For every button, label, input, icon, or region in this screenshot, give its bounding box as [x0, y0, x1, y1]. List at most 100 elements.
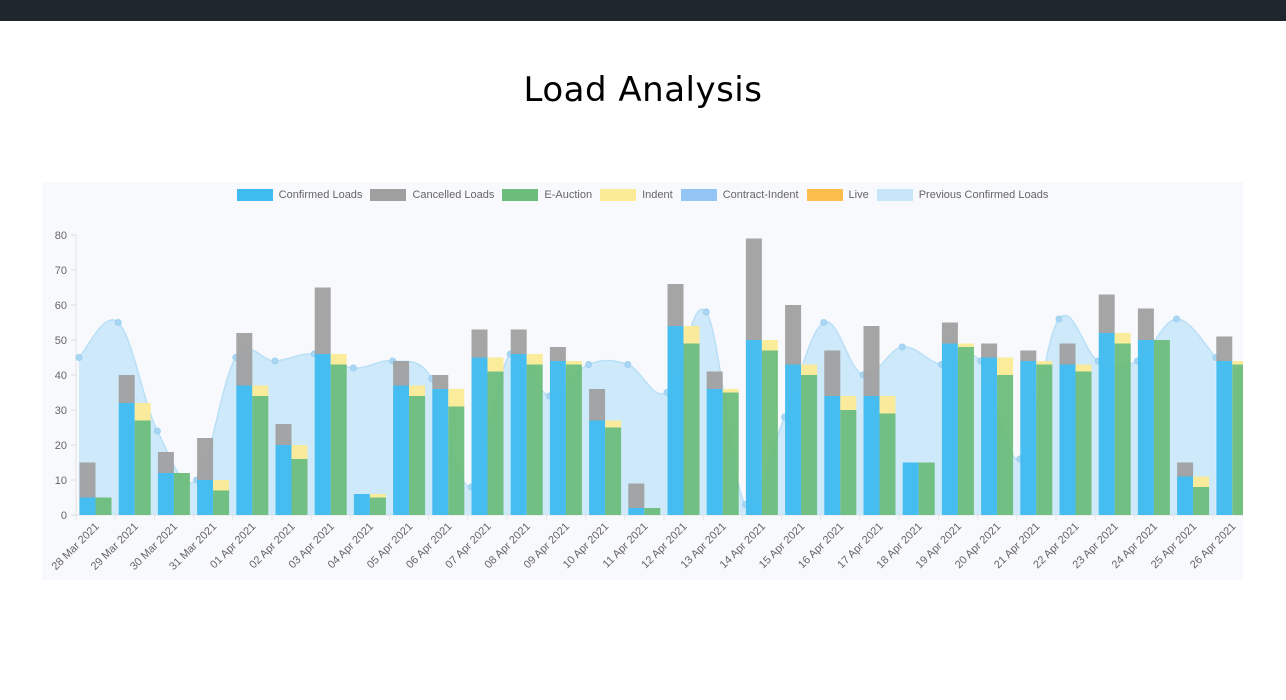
- cancelled-loads-bar: [1098, 294, 1115, 333]
- confirmed-loads-bar: [589, 420, 606, 515]
- legend-swatch-live: [806, 189, 843, 201]
- cancelled-loads-bar: [510, 329, 527, 354]
- indent-bar: [1036, 361, 1053, 365]
- confirmed-loads-bar: [1177, 476, 1194, 515]
- confirmed-loads-bar: [863, 396, 880, 515]
- legend-item-live[interactable]: Live: [806, 189, 869, 201]
- legend-label: Confirmed Loads: [278, 189, 363, 201]
- cancelled-loads-bar: [589, 389, 606, 421]
- indent-bar: [840, 396, 857, 410]
- indent-bar: [1232, 361, 1243, 365]
- legend-label: E-Auction: [544, 189, 593, 201]
- e-auction-bar: [1075, 371, 1092, 515]
- indent-bar: [291, 445, 308, 459]
- confirmed-loads-bar: [706, 389, 723, 515]
- e-auction-bar: [879, 413, 896, 515]
- indent-bar: [369, 494, 386, 498]
- confirmed-loads-bar: [236, 385, 253, 515]
- cancelled-loads-bar: [236, 333, 253, 386]
- y-tick-label: 60: [55, 300, 67, 312]
- confirmed-loads-bar: [314, 354, 331, 515]
- confirmed-loads-bar: [941, 343, 958, 515]
- indent-bar: [997, 357, 1014, 375]
- e-auction-bar: [565, 364, 582, 515]
- confirmed-loads-bar: [432, 389, 449, 515]
- indent-bar: [565, 361, 582, 365]
- legend-swatch-contract-indent: [680, 189, 717, 201]
- cancelled-loads-bar: [393, 361, 410, 386]
- legend-label: Live: [848, 189, 869, 201]
- indent-bar: [526, 354, 543, 365]
- cancelled-loads-bar: [863, 326, 880, 396]
- e-auction-bar: [761, 350, 778, 515]
- indent-bar: [252, 385, 269, 396]
- top-nav-bar: [0, 0, 1286, 21]
- e-auction-bar: [330, 364, 347, 515]
- previous-confirmed-point: [702, 308, 710, 316]
- indent-bar: [134, 403, 151, 421]
- e-auction-bar: [173, 473, 190, 515]
- legend-item-previous-confirmed-loads[interactable]: Previous Confirmed Loads: [876, 189, 1049, 201]
- confirmed-loads-bar: [510, 354, 527, 515]
- e-auction-bar: [252, 396, 269, 515]
- legend-label: Cancelled Loads: [412, 189, 495, 201]
- previous-confirmed-point: [349, 364, 357, 372]
- e-auction-bar: [1114, 343, 1131, 515]
- confirmed-loads-bar: [471, 357, 488, 515]
- cancelled-loads-bar: [981, 343, 998, 358]
- load-analysis-chart: Confirmed Loads Cancelled Loads E-Auctio…: [42, 182, 1243, 580]
- y-tick-label: 20: [55, 440, 67, 452]
- cancelled-loads-bar: [1059, 343, 1076, 365]
- cancelled-loads-bar: [197, 438, 214, 480]
- previous-confirmed-point: [153, 427, 161, 435]
- confirmed-loads-bar: [667, 326, 684, 515]
- confirmed-loads-bar: [393, 385, 410, 515]
- e-auction-bar: [801, 375, 818, 515]
- confirmed-loads-bar: [275, 445, 292, 515]
- e-auction-bar: [605, 427, 622, 515]
- legend-item-contract-indent[interactable]: Contract-Indent: [680, 189, 799, 201]
- legend-item-confirmed-loads[interactable]: Confirmed Loads: [236, 189, 363, 201]
- confirmed-loads-bar: [628, 508, 645, 515]
- confirmed-loads-bar: [981, 357, 998, 515]
- e-auction-bar: [213, 490, 230, 515]
- cancelled-loads-bar: [824, 350, 841, 396]
- y-tick-label: 30: [55, 405, 67, 417]
- indent-bar: [957, 343, 974, 347]
- indent-bar: [409, 385, 426, 396]
- legend-item-indent[interactable]: Indent: [600, 189, 673, 201]
- confirmed-loads-bar: [549, 361, 566, 515]
- e-auction-bar: [722, 392, 739, 515]
- previous-confirmed-point: [585, 361, 593, 368]
- previous-confirmed-point: [898, 343, 906, 351]
- legend-label: Previous Confirmed Loads: [918, 189, 1049, 201]
- e-auction-bar: [448, 406, 465, 515]
- legend-item-e-auction[interactable]: E-Auction: [502, 189, 592, 201]
- e-auction-bar: [526, 364, 543, 515]
- indent-bar: [1193, 476, 1210, 487]
- confirmed-loads-bar: [118, 403, 135, 515]
- y-tick-label: 50: [55, 335, 67, 347]
- legend-swatch-confirmed: [236, 189, 273, 201]
- e-auction-bar: [644, 508, 661, 515]
- confirmed-loads-bar: [1098, 333, 1115, 515]
- confirmed-loads-bar: [1137, 340, 1154, 515]
- legend-item-cancelled-loads[interactable]: Cancelled Loads: [370, 189, 494, 201]
- confirmed-loads-bar: [1059, 364, 1076, 515]
- legend-label: Indent: [642, 189, 673, 201]
- previous-confirmed-point: [820, 319, 828, 326]
- indent-bar: [487, 357, 504, 372]
- e-auction-bar: [997, 375, 1014, 515]
- e-auction-bar: [918, 462, 935, 515]
- confirmed-loads-bar: [824, 396, 841, 515]
- indent-bar: [683, 326, 700, 344]
- indent-bar: [801, 364, 818, 375]
- e-auction-bar: [487, 371, 504, 515]
- e-auction-bar: [291, 459, 308, 515]
- previous-confirmed-point: [271, 357, 279, 365]
- y-tick-label: 70: [55, 265, 67, 277]
- confirmed-loads-bar: [1216, 361, 1233, 515]
- chart-legend: Confirmed Loads Cancelled Loads E-Auctio…: [42, 189, 1243, 201]
- cancelled-loads-bar: [628, 483, 645, 508]
- e-auction-bar: [840, 410, 857, 515]
